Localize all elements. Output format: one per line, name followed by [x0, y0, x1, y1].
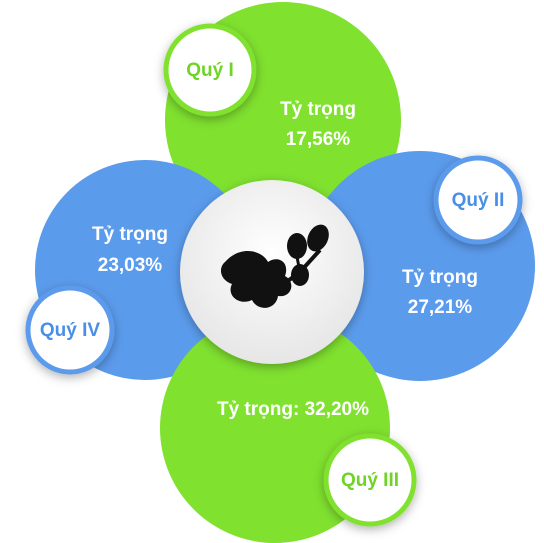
q3-badge	[323, 433, 417, 527]
q4-badge	[25, 285, 115, 375]
q2-badge	[433, 155, 523, 245]
q4-label: Quý IV	[40, 320, 101, 341]
q2-share-title: Tỷ trọng	[402, 267, 478, 288]
q4-share-title: Tỷ trọng	[92, 224, 168, 245]
q3-share: Tỷ trọng: 32,20%	[217, 399, 369, 420]
q2-label: Quý II	[452, 190, 505, 211]
q1-share: 17,56%	[286, 129, 351, 150]
q2-share: 27,21%	[408, 297, 473, 318]
q1-share-title: Tỷ trọng	[280, 99, 356, 120]
q4-share: 23,03%	[98, 255, 163, 276]
q1-badge	[163, 23, 257, 117]
plant-icon	[220, 224, 329, 308]
q1-label: Quý I	[186, 60, 234, 81]
q3-label: Quý III	[341, 470, 399, 491]
